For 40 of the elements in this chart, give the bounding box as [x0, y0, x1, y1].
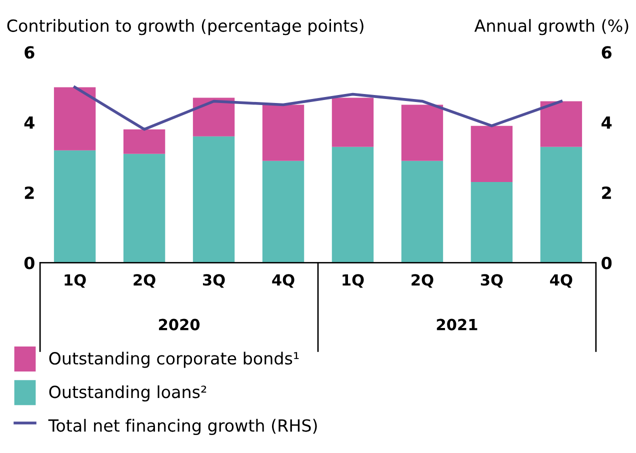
x-tick-label: 4Q: [550, 274, 572, 288]
text: 2021: [436, 318, 478, 330]
bar: [123, 154, 166, 263]
bar: [192, 98, 235, 136]
bar: [470, 182, 513, 263]
y2-tick-label: 6: [602, 46, 612, 59]
legend-label: Total net financing growth (RHS): [48, 418, 317, 436]
y2-tick-label: 4: [602, 116, 612, 129]
x-tick-label: 1Q: [342, 274, 364, 288]
x-tick-label: 2Q: [412, 274, 434, 288]
x-tick-label: 3Q: [202, 274, 225, 288]
bar: [192, 136, 235, 263]
x-tick-label: 3Q: [480, 274, 503, 288]
bar: [332, 146, 374, 263]
y-tick-label: 4: [24, 116, 34, 129]
x-tick-label: 4Q: [272, 274, 294, 288]
bar: [540, 146, 582, 263]
bar: [540, 101, 582, 147]
legend-label: Outstanding loans²: [49, 385, 206, 402]
bar: [401, 104, 444, 161]
y2-tick-label: 2: [602, 186, 611, 199]
bar: [54, 150, 96, 263]
text: 2020: [158, 318, 200, 330]
y-axis-title: Contribution to growth (percentage points): [7, 19, 364, 36]
bar: [332, 98, 374, 147]
y-tick-label: 6: [24, 46, 34, 59]
bar: [262, 104, 304, 161]
y2-tick-label: 0: [602, 256, 612, 270]
bar: [54, 87, 96, 150]
bar: [401, 160, 444, 263]
bar: [470, 126, 513, 182]
bar: [262, 160, 304, 263]
y-tick-label: 2: [24, 186, 34, 199]
x-tick-label: 2Q: [134, 274, 156, 288]
x-tick-label: 1Q: [64, 274, 86, 288]
y2-axis-title: Annual growth (%): [474, 19, 628, 36]
bar: [123, 129, 166, 154]
legend-label: Outstanding corporate bonds¹: [49, 352, 299, 368]
y-tick-label: 0: [24, 256, 34, 270]
line-series: [73, 86, 563, 131]
